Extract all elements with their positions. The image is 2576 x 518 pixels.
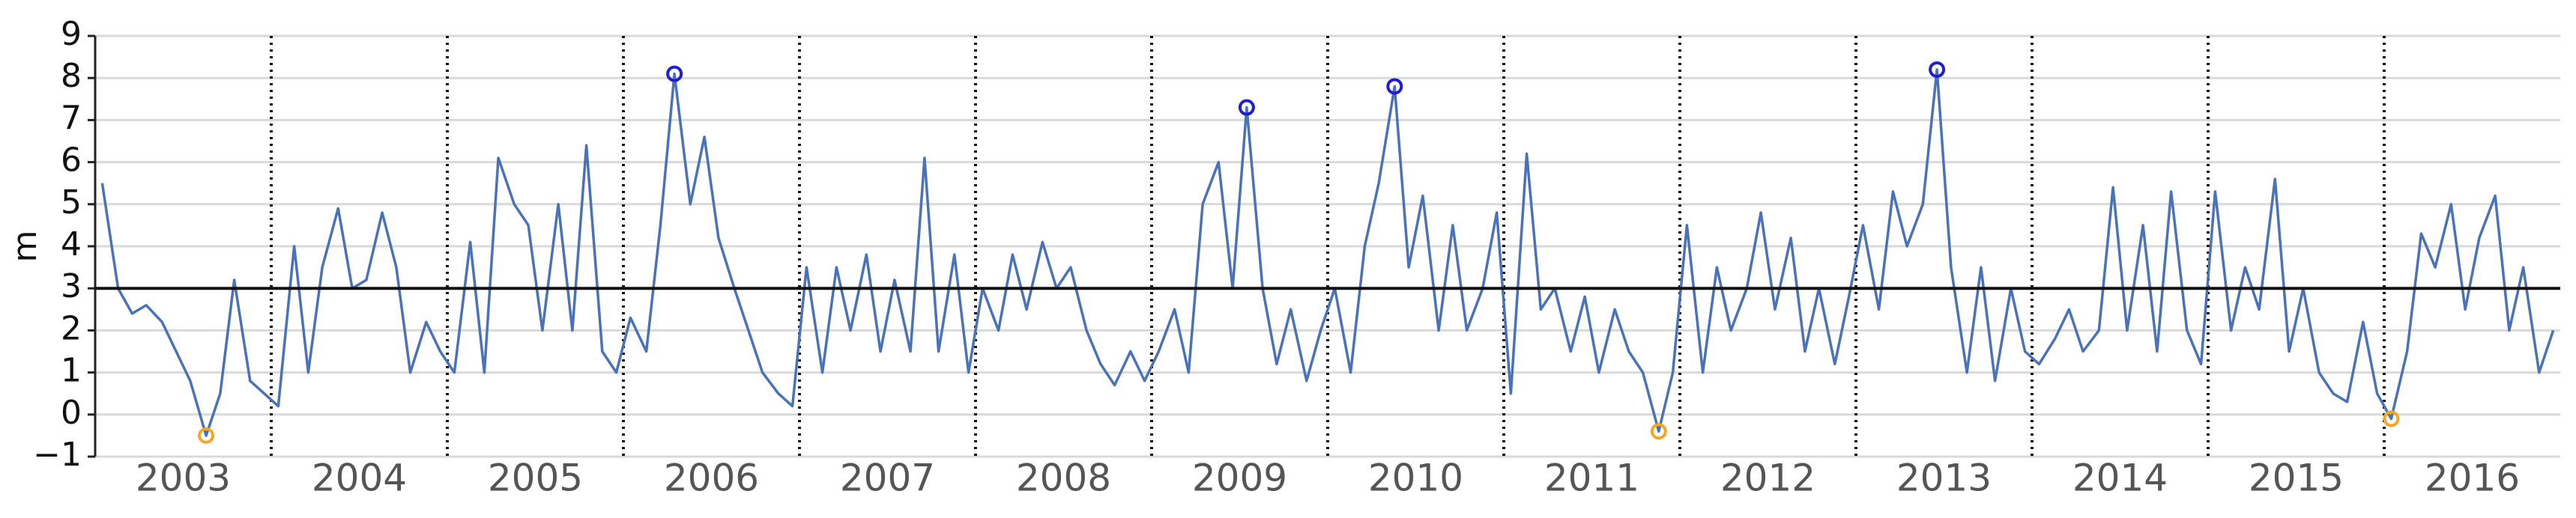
y-tick-label: 6 — [61, 141, 82, 180]
x-tick-label: 2016 — [2425, 457, 2520, 500]
x-tick-label: 2009 — [1192, 457, 1287, 500]
x-tick-label: 2010 — [1368, 457, 1463, 500]
maxim-marker — [666, 65, 683, 82]
x-tick-label: 2013 — [1896, 457, 1992, 500]
maxim-marker — [1386, 78, 1403, 95]
x-tick-label: 2008 — [1016, 457, 1111, 500]
x-tick-label: 2004 — [312, 457, 407, 500]
y-tick-label: −1 — [33, 436, 82, 474]
y-tick-label: 3 — [61, 267, 82, 305]
x-tick-label: 2005 — [488, 457, 583, 500]
x-tick-label: 2011 — [1544, 457, 1639, 500]
y-tick-label: 0 — [61, 394, 82, 432]
minim-marker — [198, 427, 215, 444]
x-tick-label: 2006 — [664, 457, 759, 500]
x-tick-label: 2012 — [1720, 457, 1815, 500]
x-tick-label: 2003 — [136, 457, 231, 500]
y-axis-label: m — [6, 231, 44, 263]
maxim-marker — [1238, 99, 1255, 116]
y-tick-label: 1 — [61, 352, 82, 390]
x-tick-label: 2014 — [2072, 457, 2168, 500]
y-tick-label: 5 — [61, 183, 82, 222]
minim-marker — [2383, 410, 2400, 427]
x-tick-label: 2015 — [2249, 457, 2344, 500]
maxim-marker — [1929, 61, 1946, 78]
y-tick-label: 4 — [61, 225, 82, 263]
x-tick-label: 2007 — [840, 457, 935, 500]
series-line — [100, 68, 2555, 437]
y-tick-label: 7 — [61, 99, 82, 137]
y-tick-label: 9 — [61, 15, 82, 53]
y-tick-label: 2 — [61, 309, 82, 347]
y-tick-label: 8 — [61, 57, 82, 95]
minim-marker — [1650, 423, 1667, 440]
